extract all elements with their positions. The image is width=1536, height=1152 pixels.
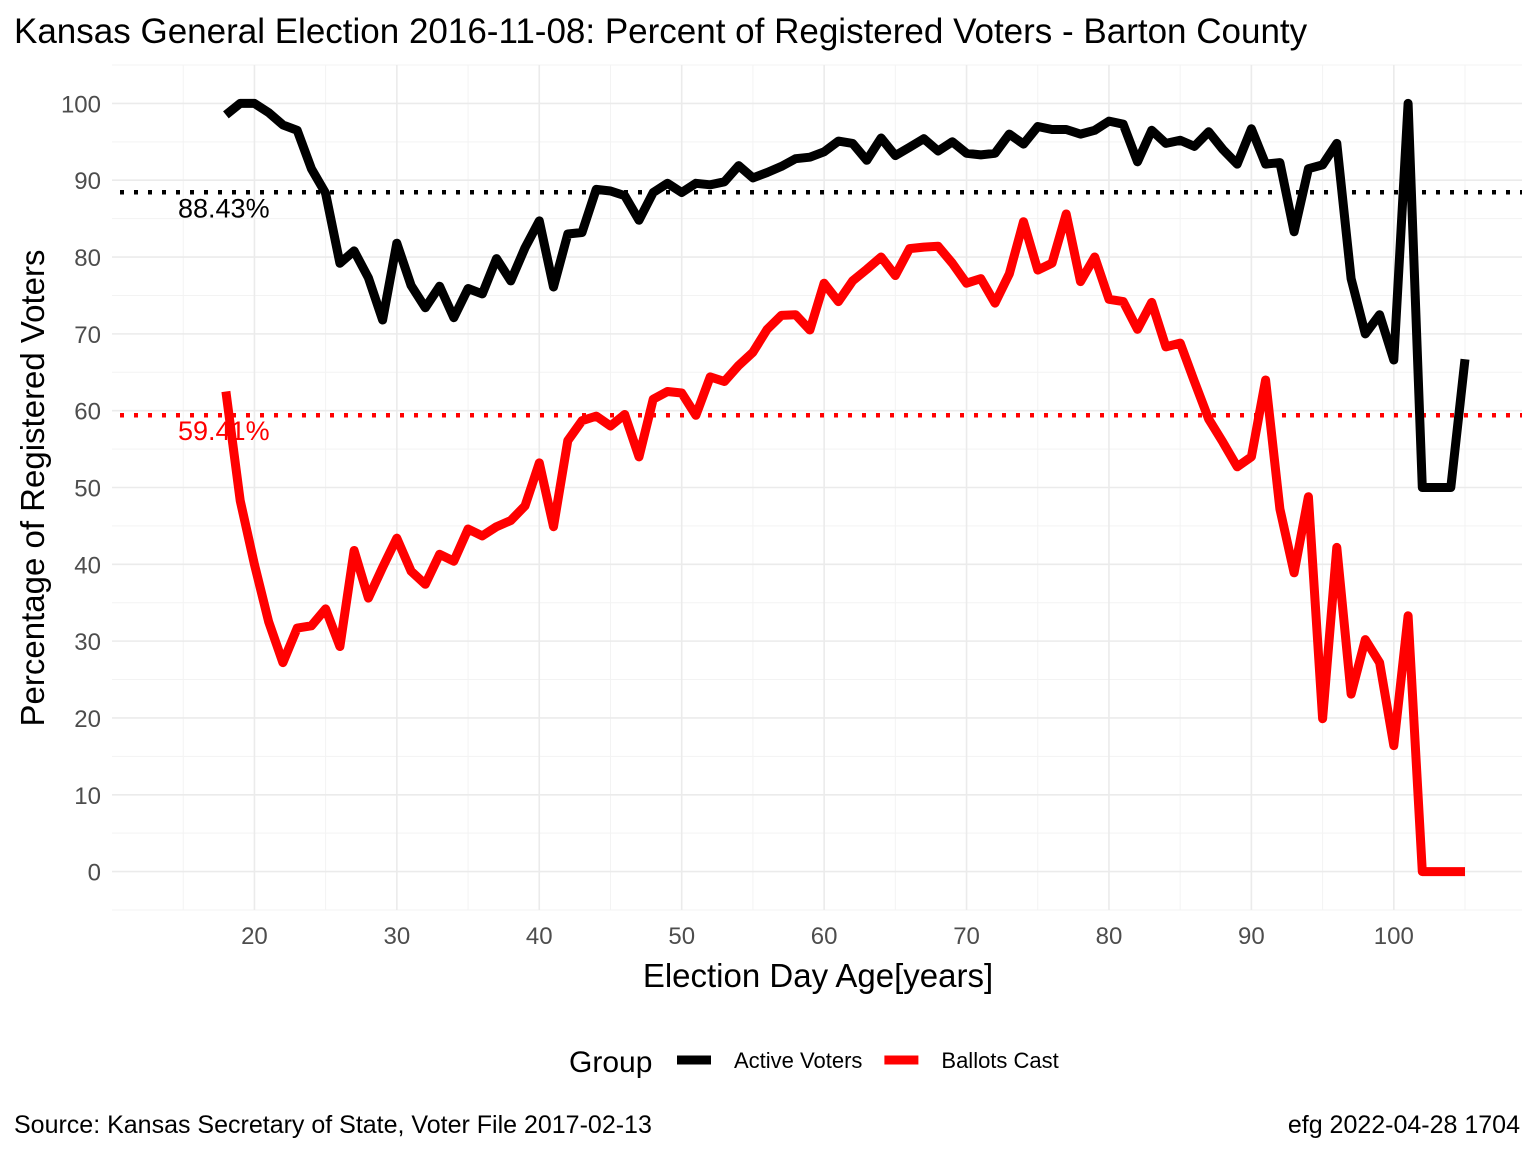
x-tick-label: 30 bbox=[383, 923, 410, 950]
x-tick-label: 80 bbox=[1096, 923, 1123, 950]
y-tick-label: 60 bbox=[74, 399, 101, 426]
x-tick-label: 100 bbox=[1374, 923, 1414, 950]
series-line-active-voters bbox=[223, 98, 1470, 492]
chart-title: Kansas General Election 2016-11-08: Perc… bbox=[14, 12, 1308, 51]
legend-title: Group bbox=[569, 1046, 652, 1079]
y-tick-label: 0 bbox=[88, 860, 101, 887]
legend-label: Active Voters bbox=[734, 1048, 862, 1073]
y-axis-tick-labels: 0 10 20 30 40 50 60 70 80 90 100 bbox=[61, 91, 101, 886]
reference-lines bbox=[120, 190, 1522, 418]
reference-line-label: 59.41% bbox=[178, 416, 270, 446]
y-tick-label: 20 bbox=[74, 706, 101, 733]
y-tick-label: 80 bbox=[74, 245, 101, 272]
plot-grid bbox=[112, 64, 1522, 911]
y-tick-label: 70 bbox=[74, 322, 101, 349]
series-line-ballots-cast bbox=[221, 209, 1465, 877]
author-caption: efg 2022-04-28 1704 bbox=[1288, 1111, 1520, 1139]
y-tick-label: 40 bbox=[74, 552, 101, 579]
y-tick-label: 100 bbox=[61, 91, 101, 118]
reference-line-label: 88.43% bbox=[178, 193, 270, 223]
reference-labels: 88.43% 59.41% bbox=[178, 193, 270, 446]
y-tick-label: 50 bbox=[74, 476, 101, 503]
source-caption: Source: Kansas Secretary of State, Voter… bbox=[14, 1111, 652, 1139]
x-tick-label: 60 bbox=[811, 923, 838, 950]
x-tick-label: 20 bbox=[241, 923, 268, 950]
x-tick-label: 90 bbox=[1238, 923, 1265, 950]
x-tick-label: 70 bbox=[953, 923, 980, 950]
legend: Group Active Voters Ballots Cast bbox=[569, 1046, 1059, 1079]
series-lines bbox=[221, 98, 1470, 877]
y-tick-label: 90 bbox=[74, 168, 101, 195]
y-axis-title: Percentage of Registered Voters bbox=[14, 250, 51, 727]
x-axis-tick-labels: 20 30 40 50 60 70 80 90 100 bbox=[241, 923, 1414, 950]
legend-items: Active Voters Ballots Cast bbox=[677, 1048, 1059, 1073]
x-tick-label: 40 bbox=[526, 923, 553, 950]
x-axis-title: Election Day Age[years] bbox=[643, 957, 993, 994]
legend-label: Ballots Cast bbox=[941, 1048, 1058, 1073]
y-tick-label: 30 bbox=[74, 629, 101, 656]
y-tick-label: 10 bbox=[74, 783, 101, 810]
x-tick-label: 50 bbox=[668, 923, 695, 950]
